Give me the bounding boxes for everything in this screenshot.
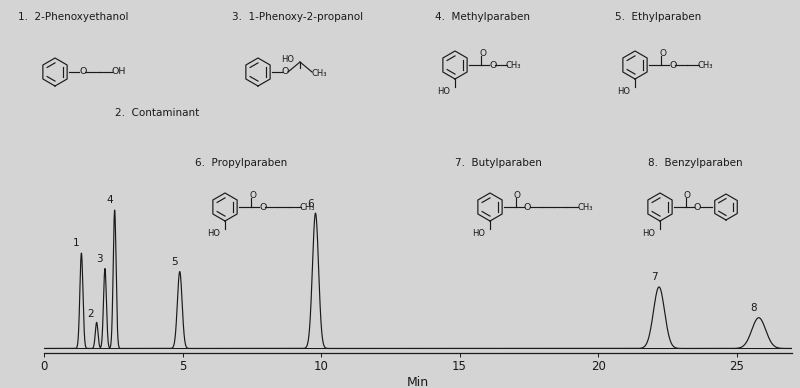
Text: HO: HO	[207, 229, 220, 239]
Text: 3: 3	[97, 254, 103, 264]
Text: O: O	[249, 191, 256, 199]
Text: O: O	[524, 203, 531, 211]
Text: O: O	[282, 68, 290, 76]
Text: 1.  2-Phenoxyethanol: 1. 2-Phenoxyethanol	[18, 12, 129, 22]
Text: HO: HO	[617, 88, 630, 97]
Text: 7.  Butylparaben: 7. Butylparaben	[455, 158, 542, 168]
Text: CH₃: CH₃	[698, 61, 714, 69]
Text: 8: 8	[750, 303, 757, 313]
Text: 4.  Methylparaben: 4. Methylparaben	[435, 12, 530, 22]
Text: CH₃: CH₃	[506, 61, 522, 69]
Text: 8.  Benzylparaben: 8. Benzylparaben	[648, 158, 742, 168]
Text: 2.  Contaminant: 2. Contaminant	[115, 108, 199, 118]
Text: 6.  Propylparaben: 6. Propylparaben	[195, 158, 287, 168]
Text: HO: HO	[437, 88, 450, 97]
Text: O: O	[489, 61, 496, 69]
Text: 4: 4	[106, 196, 113, 205]
Text: CH₃: CH₃	[312, 69, 327, 78]
Text: 2: 2	[87, 309, 94, 319]
Text: 1: 1	[73, 239, 80, 248]
Text: O: O	[514, 191, 521, 199]
Text: O: O	[79, 68, 86, 76]
Text: 6: 6	[307, 199, 314, 208]
Text: O: O	[259, 203, 266, 211]
Text: O: O	[479, 48, 486, 57]
Text: 5: 5	[171, 257, 178, 267]
Text: HO: HO	[281, 55, 294, 64]
Text: 3.  1-Phenoxy-2-propanol: 3. 1-Phenoxy-2-propanol	[232, 12, 363, 22]
Text: CH₃: CH₃	[577, 203, 593, 211]
Text: O: O	[659, 48, 666, 57]
X-axis label: Min: Min	[407, 376, 429, 388]
Text: OH: OH	[112, 68, 126, 76]
Text: 7: 7	[650, 272, 658, 282]
Text: O: O	[694, 203, 702, 211]
Text: HO: HO	[472, 229, 485, 239]
Text: CH₃: CH₃	[300, 203, 315, 211]
Text: HO: HO	[642, 229, 655, 239]
Text: 5.  Ethylparaben: 5. Ethylparaben	[615, 12, 702, 22]
Text: O: O	[669, 61, 676, 69]
Text: O: O	[684, 191, 691, 199]
